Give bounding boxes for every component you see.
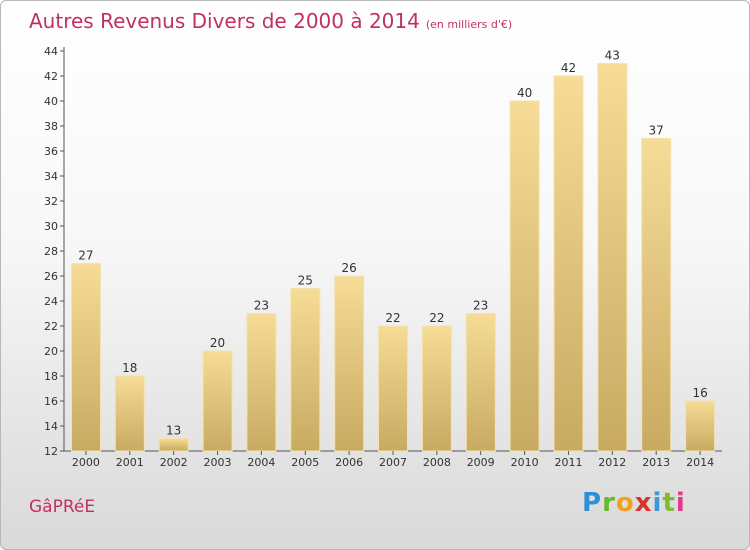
bar-value-label: 42: [561, 61, 576, 75]
y-tick-label: 24: [44, 295, 58, 308]
bar-value-label: 40: [517, 86, 532, 100]
x-tick-label: 2010: [511, 456, 539, 469]
logo-letter: x: [634, 488, 653, 518]
bar-value-label: 18: [122, 361, 137, 375]
bar: [114, 375, 145, 452]
bar-value-label: 22: [429, 311, 444, 325]
bar-value-label: 23: [254, 299, 269, 313]
x-tick-label: 2011: [555, 456, 583, 469]
x-tick-label: 2006: [335, 456, 363, 469]
bar-value-label: 37: [649, 124, 664, 138]
y-tick-label: 22: [44, 320, 58, 333]
y-tick-label: 12: [44, 445, 58, 458]
y-tick-label: 34: [44, 170, 58, 183]
chart-title: Autres Revenus Divers de 2000 à 2014 (en …: [29, 9, 512, 33]
bar: [553, 75, 584, 452]
y-tick-label: 20: [44, 345, 58, 358]
bar: [421, 325, 452, 452]
logo-letter: i: [675, 488, 686, 518]
bar-value-label: 43: [605, 49, 620, 63]
chart-subtitle: (en milliers d'€): [425, 18, 513, 31]
bar-value-label: 25: [298, 274, 313, 288]
bar-value-label: 27: [78, 249, 93, 263]
x-tick-label: 2007: [379, 456, 407, 469]
bar: [202, 350, 233, 452]
bar: [465, 313, 496, 452]
y-tick-label: 32: [44, 195, 58, 208]
bar-value-label: 16: [692, 386, 707, 400]
x-tick-label: 2014: [686, 456, 714, 469]
bar-value-label: 20: [210, 336, 225, 350]
bar: [71, 263, 101, 452]
logo-letter: t: [662, 488, 676, 518]
chart-title-text: Autres Revenus Divers de 2000 à 2014: [29, 9, 420, 33]
y-tick-label: 40: [44, 95, 58, 108]
bar: [509, 100, 540, 452]
y-tick-label: 18: [44, 370, 58, 383]
bar: [641, 138, 672, 452]
proxiti-logo: Proxiti: [582, 488, 686, 518]
logo-letter: i: [652, 488, 663, 518]
y-tick-label: 44: [44, 45, 58, 58]
x-tick-label: 2012: [598, 456, 626, 469]
y-tick-label: 30: [44, 220, 58, 233]
bar: [334, 275, 365, 452]
bar: [246, 313, 277, 452]
x-tick-label: 2003: [204, 456, 232, 469]
x-tick-label: 2013: [642, 456, 670, 469]
town-name: GâPRéE: [29, 497, 96, 517]
y-tick-label: 28: [44, 245, 58, 258]
y-tick-label: 36: [44, 145, 58, 158]
logo-letter: r: [602, 488, 616, 518]
bar: [158, 438, 189, 452]
bar: [597, 63, 628, 452]
y-tick-label: 42: [44, 70, 58, 83]
logo-letter: o: [615, 488, 635, 518]
bar: [378, 325, 408, 452]
bar: [685, 400, 716, 452]
x-tick-label: 2005: [291, 456, 319, 469]
bar-value-label: 23: [473, 299, 488, 313]
bar: [290, 288, 321, 452]
x-tick-label: 2009: [467, 456, 495, 469]
y-tick-label: 14: [44, 420, 58, 433]
bar-value-label: 26: [341, 261, 356, 275]
bar-value-label: 22: [385, 311, 400, 325]
y-tick-label: 16: [44, 395, 58, 408]
x-tick-label: 2008: [423, 456, 451, 469]
x-tick-label: 2000: [72, 456, 100, 469]
y-tick-label: 26: [44, 270, 58, 283]
x-tick-label: 2004: [247, 456, 275, 469]
bar-value-label: 13: [166, 424, 181, 438]
x-tick-label: 2002: [160, 456, 188, 469]
logo-letter: P: [582, 488, 603, 518]
plot-area: 12 14 16 18 20 22 24 26 28 30 32 34 36 38 40 42 44 27 2000…: [44, 45, 722, 469]
y-tick-label: 38: [44, 120, 58, 133]
x-tick-label: 2001: [116, 456, 144, 469]
